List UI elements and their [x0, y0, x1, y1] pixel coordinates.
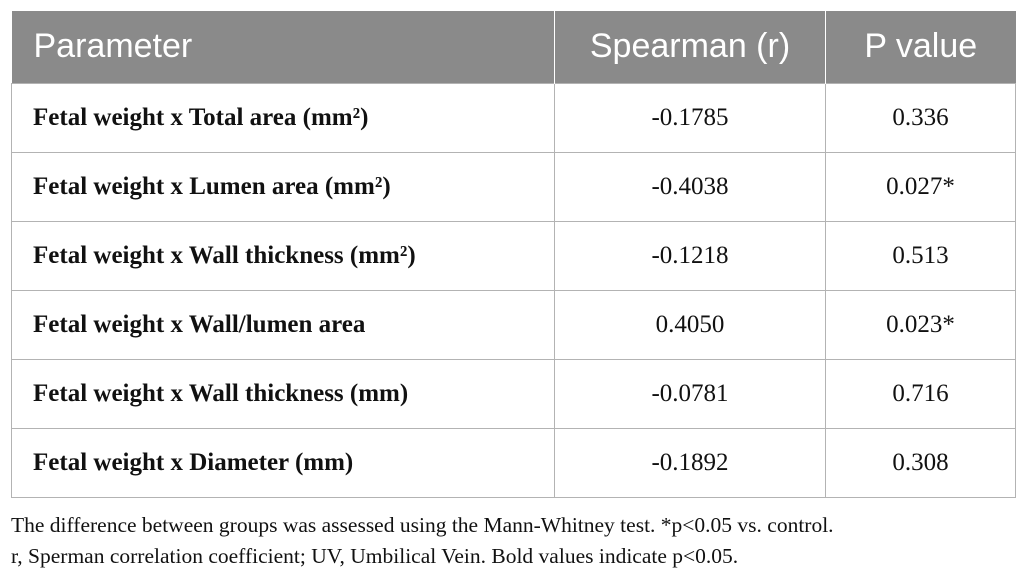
header-row: Parameter Spearman (r) P value — [11, 11, 1016, 83]
cell-parameter: Fetal weight x Total area (mm²) — [11, 82, 555, 153]
table-row: Fetal weight x Wall/lumen area 0.4050 0.… — [11, 289, 1016, 360]
cell-p-value: 0.027* — [825, 151, 1016, 222]
correlation-table-container: Parameter Spearman (r) P value Fetal wei… — [11, 11, 1016, 498]
footnote-line-2: r, Sperman correlation coefficient; UV, … — [11, 544, 739, 568]
cell-parameter: Fetal weight x Wall thickness (mm) — [11, 358, 555, 429]
cell-spearman: -0.1218 — [554, 220, 826, 291]
header-parameter: Parameter — [11, 11, 555, 83]
cell-p-value: 0.513 — [825, 220, 1016, 291]
table-body: Fetal weight x Total area (mm²) -0.1785 … — [11, 82, 1016, 498]
header-p-value: P value — [864, 27, 978, 66]
correlation-table: Parameter Spearman (r) P value Fetal wei… — [11, 11, 1016, 498]
table-header: Parameter Spearman (r) P value — [11, 11, 1016, 83]
table-footnote: The difference between groups was assess… — [11, 510, 1021, 572]
table-row: Fetal weight x Wall thickness (mm) -0.07… — [11, 358, 1016, 429]
table-row: Fetal weight x Lumen area (mm²) -0.4038 … — [11, 151, 1016, 222]
cell-p-value: 0.308 — [825, 427, 1016, 498]
cell-parameter: Fetal weight x Wall thickness (mm²) — [11, 220, 555, 291]
cell-spearman: -0.1892 — [554, 427, 826, 498]
footnote-line-1: The difference between groups was assess… — [11, 513, 834, 537]
cell-p-value: 0.023* — [825, 289, 1016, 360]
header-spearman: Spearman (r) — [554, 11, 826, 83]
cell-parameter: Fetal weight x Diameter (mm) — [11, 427, 555, 498]
cell-spearman: -0.4038 — [554, 151, 826, 222]
cell-p-value: 0.716 — [825, 358, 1016, 429]
cell-parameter: Fetal weight x Wall/lumen area — [11, 289, 555, 360]
table-row: Fetal weight x Diameter (mm) -0.1892 0.3… — [11, 427, 1016, 498]
cell-spearman: -0.0781 — [554, 358, 826, 429]
cell-parameter: Fetal weight x Lumen area (mm²) — [11, 151, 555, 222]
table-row: Fetal weight x Wall thickness (mm²) -0.1… — [11, 220, 1016, 291]
cell-spearman: 0.4050 — [554, 289, 826, 360]
table-row: Fetal weight x Total area (mm²) -0.1785 … — [11, 82, 1016, 153]
cell-spearman: -0.1785 — [554, 82, 826, 153]
cell-p-value: 0.336 — [825, 82, 1016, 153]
